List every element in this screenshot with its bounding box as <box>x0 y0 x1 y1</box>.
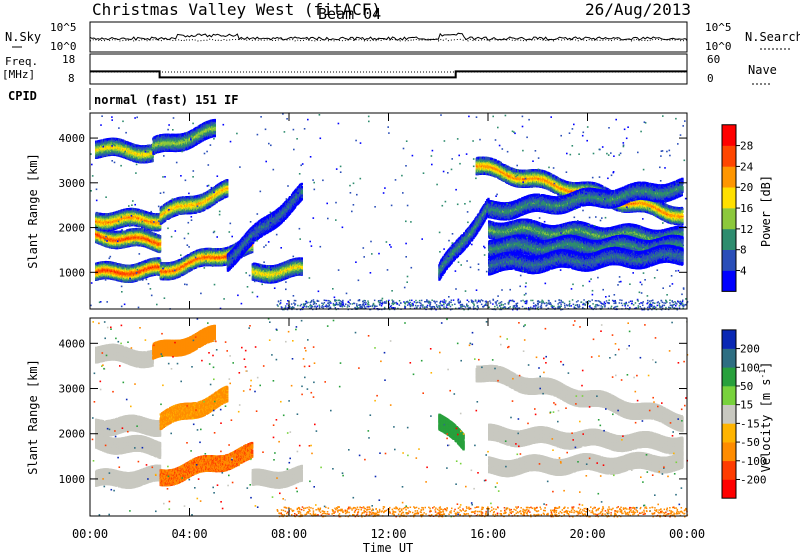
freq-left-label-1: Freq. <box>5 55 38 68</box>
noise-search-trace <box>90 39 687 41</box>
noise-panel: N.Sky 10^5 10^0 10^5 10^0 N.Search <box>5 21 800 53</box>
noise-right-tick-high: 10^5 <box>705 21 732 34</box>
freq-right-tick-high: 60 <box>707 53 720 66</box>
noise-sky-trace <box>90 33 687 40</box>
beam-title: Beam 04 <box>318 5 381 23</box>
nave-label: Nave <box>748 63 777 77</box>
noise-left-label: N.Sky <box>5 30 41 44</box>
date-title: 26/Aug/2013 <box>585 0 691 19</box>
noise-left-tick-high: 10^5 <box>50 21 77 34</box>
freq-panel-frame <box>90 54 687 84</box>
cpid-text: normal (fast) 151 IF <box>94 93 239 107</box>
noise-left-tick-low: 10^0 <box>50 40 77 53</box>
noise-right-tick-low: 10^0 <box>705 40 732 53</box>
freq-left-tick-high: 18 <box>62 53 75 66</box>
freq-panel: Freq. [MHz] 18 8 60 0 Nave <box>2 53 777 85</box>
radar-summary-plot: Christmas Valley West (fitACF) Beam 04 2… <box>0 0 800 554</box>
freq-right-tick-low: 0 <box>707 72 714 85</box>
cpid-label: CPID <box>8 89 37 103</box>
freq-left-label-2: [MHz] <box>2 68 35 81</box>
noise-right-label: N.Search <box>745 30 800 44</box>
freq-left-tick-low: 8 <box>68 72 75 85</box>
